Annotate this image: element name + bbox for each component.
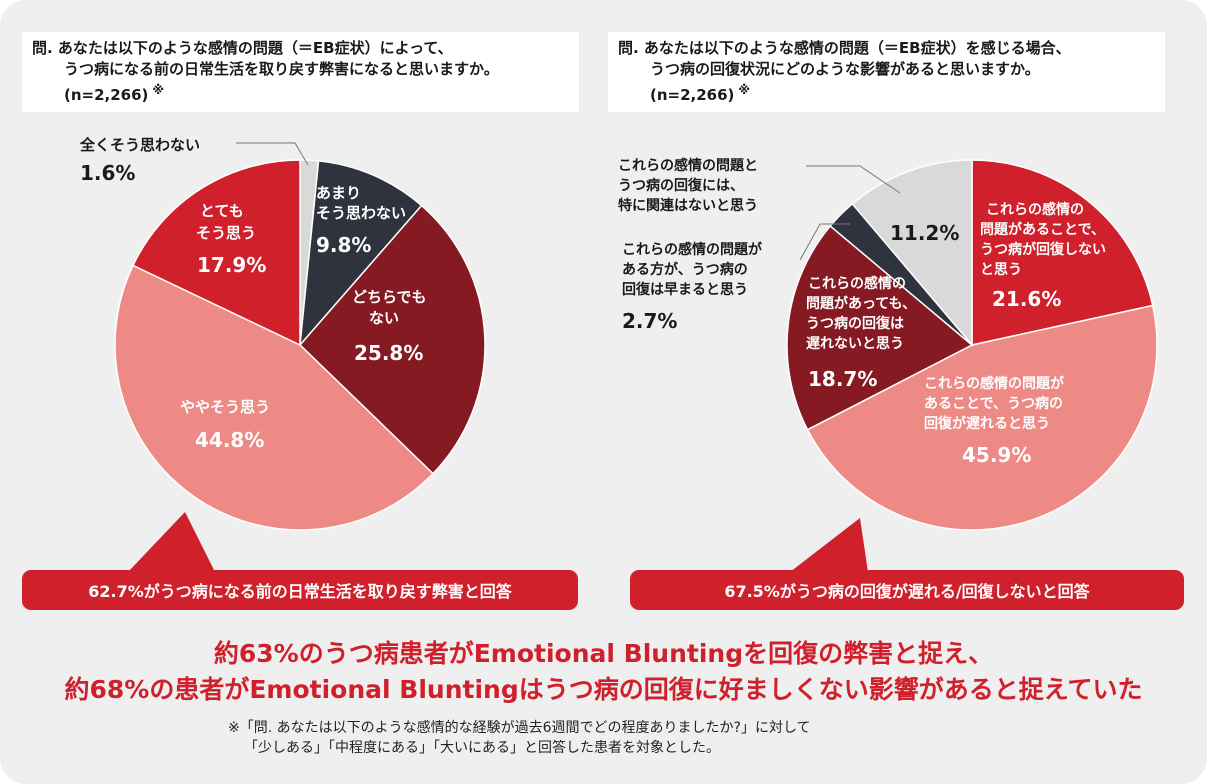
left-label-amari-2: そう思わない (316, 204, 406, 222)
left-label-yaya: ややそう思う (180, 398, 270, 416)
left-pie-chart (114, 159, 486, 531)
left-value-totemo: 17.9% (197, 253, 266, 277)
left-label-dochira-1: どちらでも (352, 288, 427, 306)
left-pie-slice-4 (132, 159, 301, 347)
right-label-kaifuku-4: と思う (980, 262, 1022, 278)
right-label-okurenai-3: うつ病の回復は (806, 315, 904, 332)
left-question-box: 問. あなたは以下のような感情の問題（＝EB症状）によって、 うつ病になる前の日… (22, 32, 579, 112)
left-leader-line-zenku (236, 142, 309, 166)
right-label-hayamaru-2: ある方が、うつ病の (622, 261, 748, 278)
right-question-footnote-mark: ※ (738, 83, 751, 97)
right-value-okurenai: 18.7% (808, 367, 877, 391)
left-value-dochira: 25.8% (354, 341, 423, 365)
left-question-sample-size: (n=2,266) ※ (32, 80, 569, 106)
right-label-okurenai-1: これらの感情の (808, 275, 906, 292)
right-banner-pointer (790, 518, 868, 572)
left-pie-slice-2 (298, 204, 486, 475)
right-value-hayamaru: 2.7% (622, 309, 677, 333)
left-summary-text: 62.7%がうつ病になる前の日常生活を取り戻す弊害と回答 (88, 582, 512, 601)
left-question-n: (n=2,266) (64, 86, 149, 104)
right-summary-text: 67.5%がうつ病の回復が遅れる/回復しないと回答 (724, 582, 1090, 601)
right-label-okurenai-4: 遅れないと思う (806, 336, 904, 352)
headline-line2: 約68%の患者がEmotional Bluntingはうつ病の回復に好ましくない… (64, 675, 1143, 704)
right-label-okureru-2: あることで、うつ病の (924, 395, 1063, 412)
right-question-line2: うつ病の回復状況にどのような影響があると思いますか。 (650, 60, 1040, 78)
left-question-line1: 問. あなたは以下のような感情の問題（＝EB症状）によって、 (32, 39, 453, 57)
footnote-line1: ※「問. あなたは以下のような感情的な経験が過去6週間でどの程度ありましたか?」… (228, 720, 811, 736)
left-label-dochira-2: ない (369, 309, 399, 327)
left-label-totemo-1: とても (200, 202, 244, 220)
right-leader-line-hayamaru (799, 223, 850, 261)
right-pie-slice-4 (851, 159, 973, 348)
left-value-amari: 9.8% (316, 233, 371, 257)
right-question-box: 問. あなたは以下のような感情の問題（＝EB症状）を感じる場合、 うつ病の回復状… (608, 32, 1165, 112)
right-question-n: (n=2,266) (650, 86, 735, 104)
right-label-hayamaru-1: これらの感情の問題が (622, 241, 763, 258)
right-label-okureru-3: 回復が遅れると思う (924, 415, 1050, 432)
right-pie-chart (786, 159, 1158, 531)
right-label-okurenai-2: 問題があっても、 (806, 295, 916, 312)
headline-line1: 約63%のうつ病患者がEmotional Bluntingを回復の弊害と捉え、 (213, 639, 994, 668)
right-value-okureru: 45.9% (962, 443, 1031, 467)
left-question-line2: うつ病になる前の日常生活を取り戻す弊害になると思いますか。 (64, 60, 499, 78)
left-label-zenku: 全くそう思わない (79, 136, 200, 154)
right-label-kanren-3: 特に関連はないと思う (618, 197, 758, 214)
left-label-amari-1: あまり (316, 184, 361, 202)
left-pie-slice-3 (114, 264, 435, 531)
right-label-kanren-1: これらの感情の問題と (618, 157, 758, 174)
left-label-totemo-2: そう思う (196, 224, 256, 242)
right-label-kaifuku-1: これらの感情の (986, 201, 1084, 218)
right-pie-slice-2 (786, 225, 974, 431)
right-value-kanren: 11.2% (890, 221, 959, 245)
right-label-hayamaru-3: 回復は早まると思う (622, 281, 748, 298)
left-question-footnote-mark: ※ (152, 83, 165, 97)
right-pie-slice-1 (806, 304, 1158, 531)
left-value-zenku: 1.6% (80, 161, 135, 185)
right-value-kaifuku: 21.6% (992, 287, 1061, 311)
right-summary-banner: 67.5%がうつ病の回復が遅れる/回復しないと回答 (630, 570, 1184, 610)
right-question-sample-size: (n=2,266) ※ (618, 80, 1155, 106)
right-question-line1: 問. あなたは以下のような感情の問題（＝EB症状）を感じる場合、 (618, 39, 1071, 57)
left-summary-banner: 62.7%がうつ病になる前の日常生活を取り戻す弊害と回答 (22, 570, 578, 610)
right-pie-slice-0 (971, 159, 1154, 346)
right-label-kaifuku-2: 問題があることで、 (980, 221, 1105, 238)
right-leader-line-kanren (806, 165, 901, 194)
footnote-line2: 「少しある」「中程度にある」「大いにある」と回答した患者を対象とした。 (244, 740, 720, 756)
left-pie-slice-1 (299, 160, 423, 348)
right-label-kaifuku-3: うつ病が回復しない (980, 241, 1106, 258)
left-value-yaya: 44.8% (195, 428, 264, 452)
right-label-kanren-2: うつ病の回復には、 (618, 177, 744, 194)
right-label-okureru-1: これらの感情の問題が (924, 375, 1065, 392)
left-banner-pointer (128, 512, 215, 572)
